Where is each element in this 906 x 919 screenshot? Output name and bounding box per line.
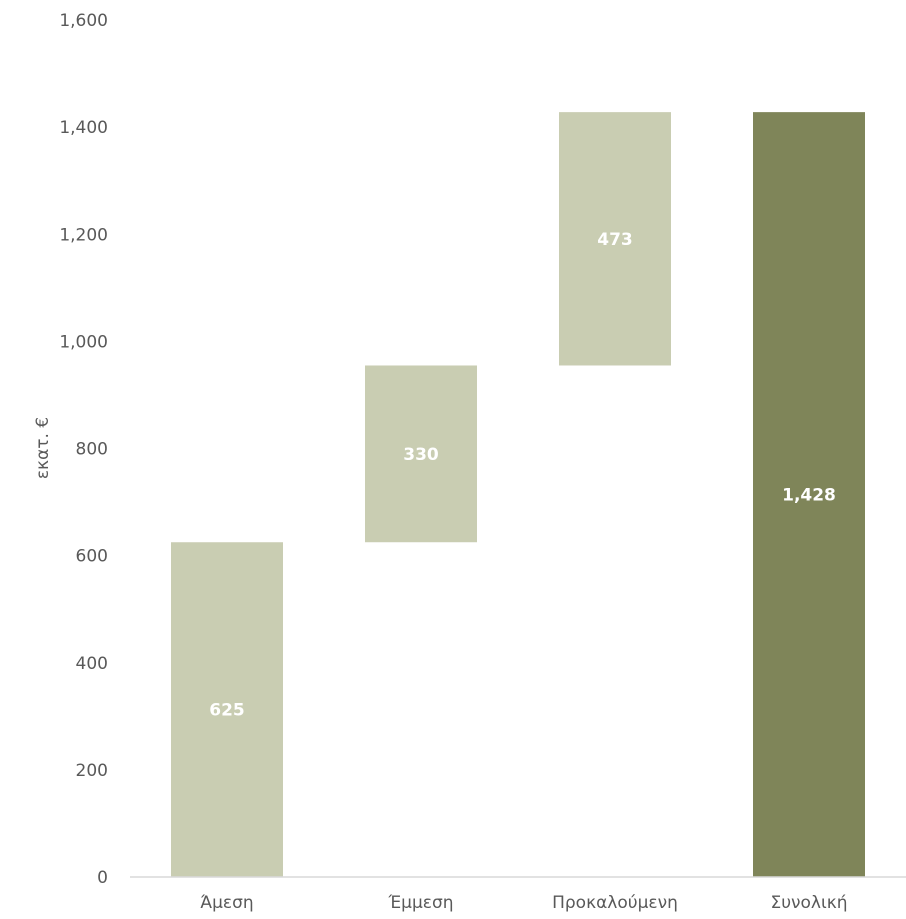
x-category-label: Προκαλούμενη	[552, 893, 678, 913]
y-axis-label: εκατ. €	[33, 417, 53, 479]
bar-data-label: 330	[403, 445, 439, 465]
bar-data-label: 1,428	[782, 486, 836, 506]
y-tick-label: 600	[76, 547, 108, 567]
bars: 625 330 473 1,428	[171, 112, 865, 877]
y-tick-label: 1,600	[59, 11, 108, 31]
y-tick-label: 800	[76, 440, 108, 460]
x-axis-categories: Άμεση Έμμεση Προκαλούμενη Συνολική	[200, 893, 847, 913]
y-tick-label: 1,200	[59, 225, 108, 245]
y-axis-ticks: 0 200 400 600 800 1,000 1,200 1,400 1,600	[59, 11, 108, 888]
bar-data-label: 625	[209, 701, 245, 721]
y-tick-label: 1,000	[59, 332, 108, 352]
x-category-label: Συνολική	[770, 893, 847, 913]
x-category-label: Έμμεση	[387, 893, 453, 913]
y-tick-label: 1,400	[59, 118, 108, 138]
y-tick-label: 200	[76, 761, 108, 781]
y-tick-label: 0	[97, 868, 108, 888]
bar-data-label: 473	[597, 230, 633, 250]
x-category-label: Άμεση	[200, 893, 253, 913]
y-tick-label: 400	[76, 654, 108, 674]
